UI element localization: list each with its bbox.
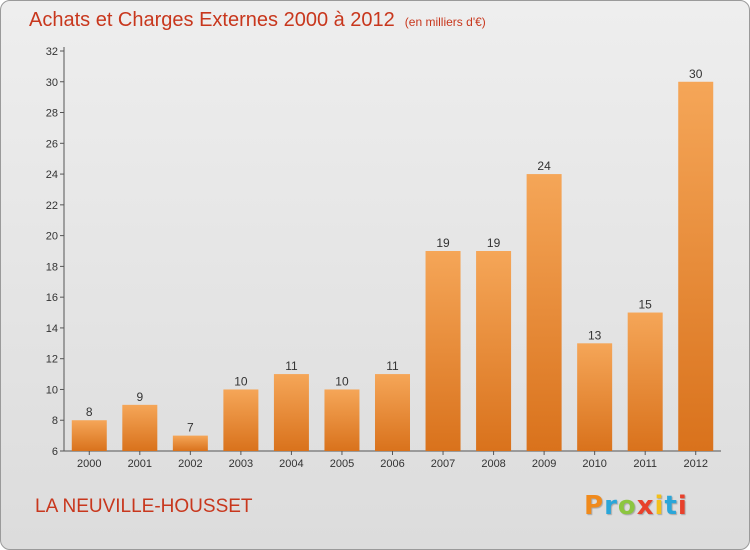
y-tick-label: 6: [52, 446, 58, 458]
y-tick-label: 28: [46, 108, 58, 120]
y-tick-label: 32: [46, 46, 58, 58]
x-tick-label: 2007: [431, 458, 455, 470]
bar-value-label: 9: [136, 390, 143, 404]
chart-title: Achats et Charges Externes 2000 à 2012 (e…: [29, 9, 486, 32]
bar-value-label: 7: [187, 421, 194, 435]
bar-value-label: 10: [335, 374, 349, 388]
bar-value-label: 19: [487, 236, 501, 250]
bar-2011: [627, 312, 663, 451]
bar-value-label: 24: [537, 159, 551, 173]
y-tick-label: 14: [46, 323, 58, 335]
commune-name: LA NEUVILLE-HOUSSET: [35, 496, 253, 517]
y-tick-label: 10: [46, 384, 58, 396]
y-tick-label: 18: [46, 261, 58, 273]
x-tick-label: 2012: [683, 458, 707, 470]
y-tick-label: 8: [52, 415, 58, 427]
y-tick-label: 12: [46, 354, 58, 366]
bar-value-label: 13: [588, 328, 602, 342]
x-tick-label: 2000: [77, 458, 101, 470]
bar-2002: [172, 435, 208, 451]
bar-value-label: 8: [86, 405, 93, 419]
x-tick-label: 2006: [380, 458, 404, 470]
bar-2003: [223, 389, 259, 451]
y-tick-label: 22: [46, 200, 58, 212]
logo-letter: o: [617, 491, 637, 521]
bar-2004: [273, 374, 309, 451]
y-tick-label: 20: [46, 231, 58, 243]
x-tick-label: 2001: [128, 458, 152, 470]
chart-subtitle: (en milliers d'€): [404, 15, 486, 29]
bar-2000: [71, 420, 107, 451]
logo-letter: P: [584, 491, 605, 521]
x-tick-label: 2004: [279, 458, 303, 470]
bar-2006: [375, 374, 410, 451]
bar-2009: [526, 174, 562, 452]
x-tick-label: 2010: [582, 458, 606, 470]
bar-2005: [324, 389, 360, 451]
logo-letter: i: [677, 491, 688, 521]
logo-letter: t: [664, 491, 678, 521]
y-tick-label: 16: [46, 292, 58, 304]
x-tick-label: 2002: [178, 458, 202, 470]
logo-letter: i: [654, 491, 665, 521]
bar-2001: [122, 404, 158, 451]
bar-value-label: 19: [436, 236, 450, 250]
logo-letter: r: [604, 491, 618, 521]
x-tick-label: 2009: [532, 458, 556, 470]
y-tick-label: 26: [46, 138, 58, 150]
proxiti-logo: Proxiti: [584, 491, 688, 521]
x-tick-label: 2003: [229, 458, 253, 470]
bar-value-label: 11: [386, 359, 399, 373]
x-tick-label: 2005: [330, 458, 354, 470]
bars: 8 9 7 10 11 10 11 19 19 24 13 15 30: [71, 67, 714, 452]
bar-2012: [678, 81, 714, 452]
bar-value-label: 30: [689, 67, 703, 81]
bar-value-label: 10: [234, 374, 248, 388]
y-tick-label: 24: [46, 169, 58, 181]
y-tick-label: 30: [46, 77, 58, 89]
bar-2008: [476, 251, 512, 451]
x-tick-label: 2008: [481, 458, 505, 470]
bar-2007: [425, 251, 461, 451]
bar-value-label: 15: [639, 298, 653, 312]
bar-2010: [577, 343, 613, 451]
chart-title-text: Achats et Charges Externes 2000 à 2012: [29, 9, 395, 31]
bar-value-label: 11: [285, 359, 298, 373]
logo-letter: x: [636, 491, 655, 521]
x-tick-label: 2011: [633, 458, 657, 470]
